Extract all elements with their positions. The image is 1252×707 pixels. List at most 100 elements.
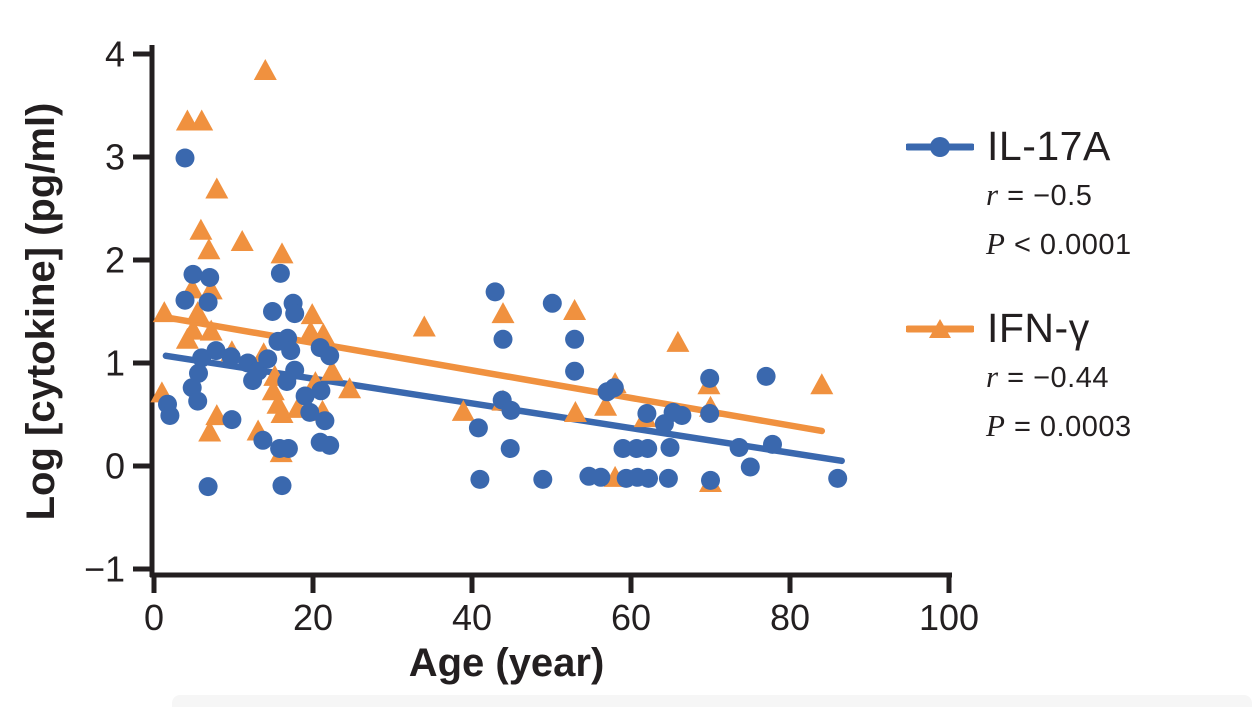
data-point-circle	[198, 292, 218, 312]
data-point-triangle	[205, 177, 229, 199]
data-point-circle	[300, 402, 320, 422]
stat-r-symbol: r	[986, 359, 999, 394]
data-point-circle	[200, 268, 220, 287]
x-tick-label: 20	[293, 597, 333, 638]
x-tick-label: 100	[919, 597, 979, 638]
x-tick-label: 60	[611, 597, 651, 638]
data-point-triangle	[412, 315, 436, 337]
line-triangle-marker-icon	[906, 318, 974, 338]
data-point-circle	[206, 341, 226, 361]
data-point-triangle	[320, 359, 344, 381]
data-point-circle	[700, 368, 720, 388]
data-point-triangle	[186, 301, 210, 323]
stat-r-value: = −0.5	[1007, 180, 1093, 212]
data-point-circle	[221, 347, 241, 367]
legend-head-il17a: IL-17A	[906, 126, 1132, 167]
data-point-circle	[470, 469, 490, 489]
data-point-circle	[740, 457, 760, 477]
data-point-triangle	[666, 330, 690, 352]
data-point-circle	[604, 378, 624, 398]
data-point-circle	[253, 430, 273, 450]
y-tick-label: 4	[105, 34, 125, 75]
data-point-triangle	[451, 399, 475, 421]
data-point-circle	[295, 386, 315, 406]
data-point-circle	[542, 293, 562, 313]
data-point-triangle	[563, 401, 587, 422]
stat-p-value: < 0.0001	[1013, 229, 1132, 261]
stat-r-symbol: r	[986, 177, 999, 212]
series-label-ifng: IFN-γ	[987, 305, 1090, 351]
data-point-circle	[637, 404, 657, 423]
data-point-triangle	[152, 301, 176, 323]
data-point-triangle	[230, 230, 254, 251]
stat-p-symbol: P	[986, 408, 1005, 443]
data-point-triangle	[190, 109, 214, 131]
data-point-circle	[277, 372, 297, 391]
data-point-circle	[468, 418, 488, 438]
line-circle-marker-icon	[906, 136, 974, 157]
data-point-circle	[493, 329, 513, 349]
data-point-triangle	[491, 302, 515, 324]
legend-stats-il17a: r = −0.5 P < 0.0001	[986, 177, 1132, 262]
data-point-circle	[700, 404, 720, 423]
stat-r-ifng: r = −0.44	[986, 359, 1132, 395]
data-point-triangle	[563, 299, 587, 320]
data-point-circle	[160, 406, 180, 425]
y-tick-label: 2	[105, 240, 125, 281]
data-point-circle	[175, 148, 195, 168]
data-point-triangle	[594, 394, 618, 416]
footer-strip	[172, 695, 1252, 707]
data-point-circle	[613, 439, 633, 458]
data-point-circle	[192, 348, 212, 368]
data-point-circle	[672, 406, 692, 425]
x-tick-label: 0	[144, 597, 164, 638]
data-point-triangle	[198, 420, 222, 442]
x-axis-title: Age (year)	[409, 641, 605, 685]
data-point-triangle	[199, 319, 223, 341]
y-axis-title: Log [cytokine] (pg/ml)	[19, 103, 63, 521]
data-point-triangle	[175, 327, 199, 349]
data-point-circle	[660, 438, 680, 457]
x-tick-label: 40	[452, 597, 492, 638]
data-point-triangle	[197, 238, 221, 260]
data-point-circle	[320, 346, 340, 366]
data-point-circle	[222, 410, 242, 430]
data-point-circle	[281, 341, 301, 361]
data-point-circle	[189, 363, 208, 383]
data-point-circle	[263, 302, 282, 321]
data-point-triangle	[311, 322, 335, 344]
stat-r-value: = −0.44	[1007, 362, 1109, 394]
data-point-circle	[188, 391, 208, 411]
data-point-circle	[500, 439, 520, 458]
legend-stats-ifng: r = −0.44 P = 0.0003	[986, 359, 1132, 444]
legend-entry-il17a: IL-17A r = −0.5 P < 0.0001	[906, 126, 1132, 262]
stat-p-ifng: P = 0.0003	[986, 408, 1132, 444]
data-point-circle	[591, 467, 611, 487]
data-point-circle	[272, 476, 292, 496]
y-tick-label: −1	[84, 549, 125, 590]
data-point-triangle	[270, 242, 294, 264]
y-tick-label: 1	[105, 343, 125, 384]
data-point-circle	[639, 468, 658, 488]
legend: IL-17A r = −0.5 P < 0.0001 IFN-γ r = −0.44 …	[906, 126, 1132, 444]
data-point-circle	[701, 470, 720, 490]
x-tick-label: 80	[770, 597, 810, 638]
data-point-triangle	[300, 303, 324, 325]
data-point-circle	[565, 361, 585, 381]
data-point-triangle	[810, 373, 834, 395]
stat-p-il17a: P < 0.0001	[986, 226, 1132, 262]
data-point-circle	[729, 438, 749, 457]
data-point-circle	[311, 381, 331, 401]
data-point-circle	[501, 400, 521, 420]
data-point-circle	[183, 264, 203, 284]
data-point-circle	[285, 304, 305, 324]
data-point-circle	[565, 329, 585, 349]
data-point-circle	[763, 434, 782, 454]
legend-head-ifng: IFN-γ	[906, 308, 1132, 349]
data-point-circle	[638, 439, 658, 458]
data-point-circle	[658, 468, 678, 488]
data-point-circle	[278, 439, 298, 458]
data-point-triangle	[253, 59, 277, 80]
